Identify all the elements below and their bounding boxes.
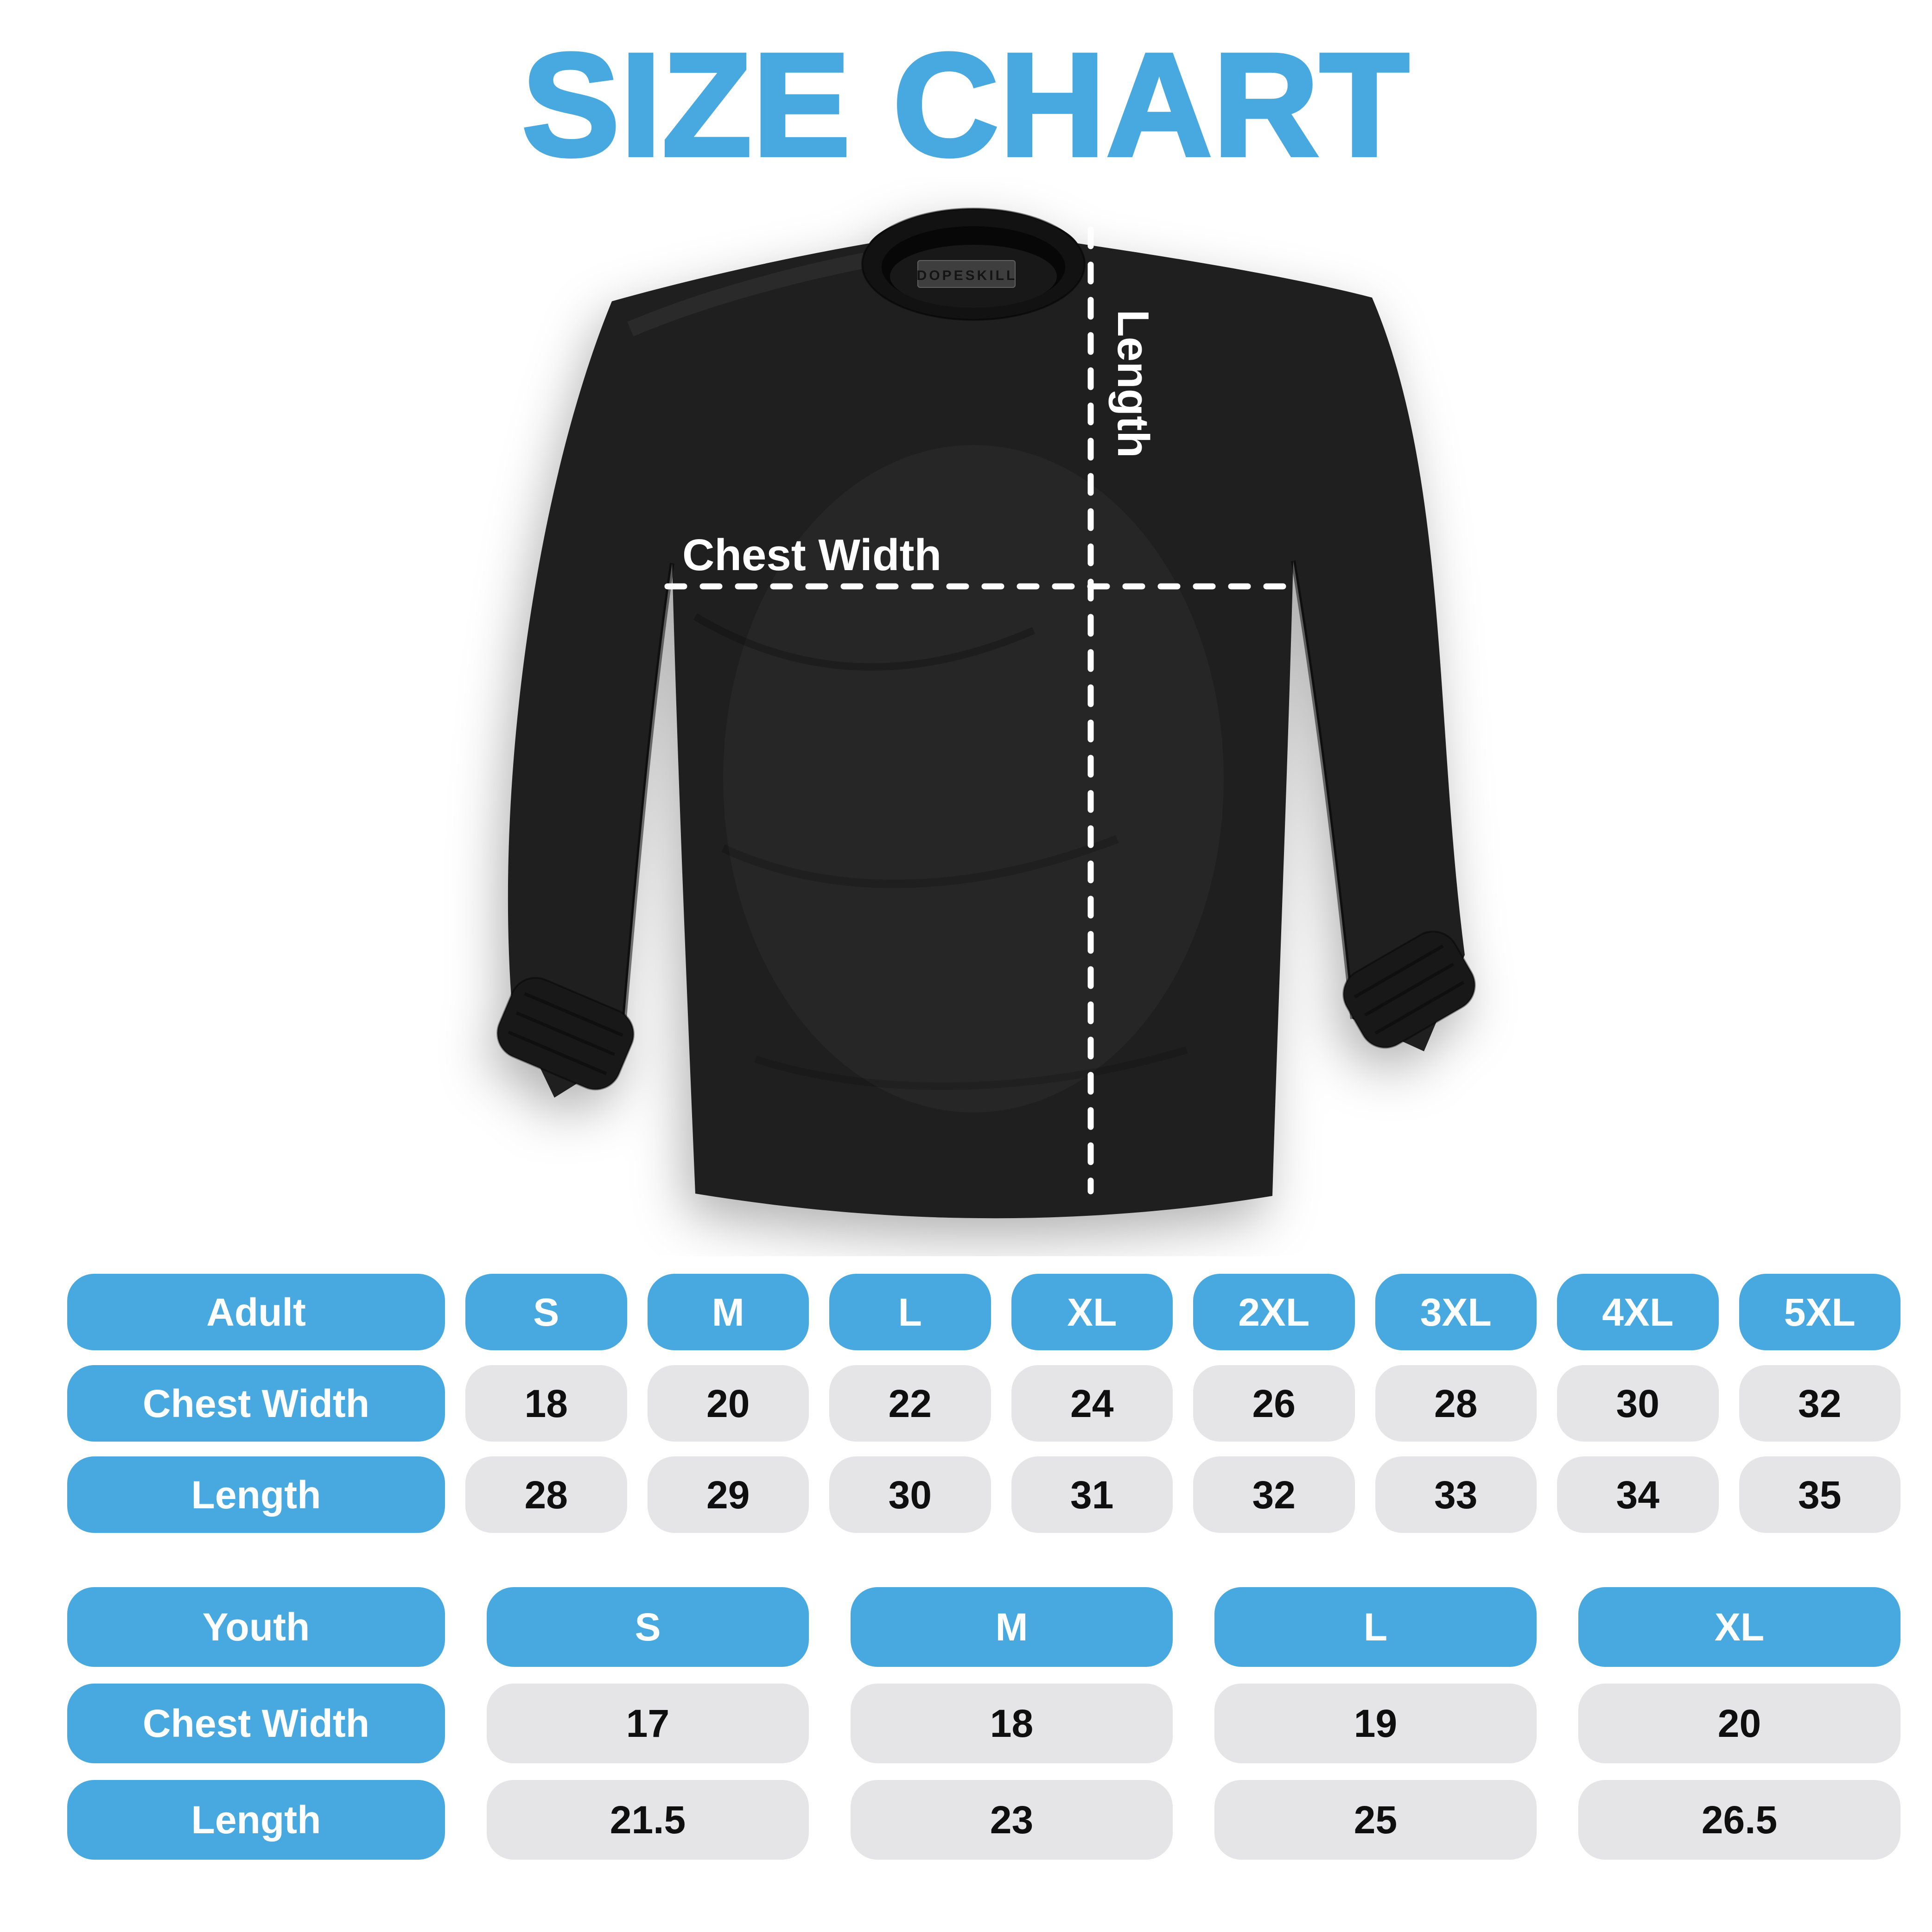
adult-size-header: 2XL (1193, 1274, 1355, 1350)
adult-cell-value: 31 (1011, 1456, 1173, 1533)
length-label: Length (1108, 310, 1158, 458)
adult-cell-value: 26 (1193, 1365, 1355, 1442)
youth-cell-value: 17 (487, 1684, 809, 1763)
youth-cell-value: 18 (851, 1684, 1173, 1763)
adult-cell-value: 28 (1375, 1365, 1537, 1442)
adult-row-label: Chest Width (67, 1365, 445, 1442)
youth-cell-value: 19 (1214, 1684, 1537, 1763)
adult-size-header: XL (1011, 1274, 1173, 1350)
adult-header-label: Adult (67, 1274, 445, 1350)
adult-size-header: L (829, 1274, 991, 1350)
shoulder-highlight (627, 253, 866, 337)
wrinkle (754, 1046, 1188, 1090)
adult-row-label: Length (67, 1456, 445, 1533)
adult-cell-value: 32 (1739, 1365, 1900, 1442)
adult-size-header: M (647, 1274, 809, 1350)
youth-size-header: L (1214, 1587, 1537, 1667)
adult-cell-value: 30 (829, 1456, 991, 1533)
youth-cell-value: 20 (1578, 1684, 1900, 1763)
page-title: SIZE CHART (520, 23, 1411, 186)
adult-size-header: 3XL (1375, 1274, 1537, 1350)
right-sleeve-seam (1291, 560, 1355, 1019)
adult-size-table: Adult S M L XL 2XL 3XL 4XL 5XL Chest Width 18 20 22 2… (67, 1274, 1900, 1533)
left-sleeve-seam (619, 563, 674, 1056)
youth-size-header: S (487, 1587, 809, 1667)
adult-size-header: S (465, 1274, 627, 1350)
youth-cell-value: 23 (851, 1780, 1173, 1860)
youth-size-header: XL (1578, 1587, 1900, 1667)
adult-cell-value: 24 (1011, 1365, 1173, 1442)
adult-cell-value: 34 (1557, 1456, 1719, 1533)
wrinkle (721, 835, 1119, 888)
adult-cell-value: 30 (1557, 1365, 1719, 1442)
adult-cell-value: 32 (1193, 1456, 1355, 1533)
youth-cell-value: 21.5 (487, 1780, 809, 1860)
youth-size-header: M (851, 1587, 1173, 1667)
chest-width-label: Chest Width (682, 530, 941, 580)
shirt-body (508, 212, 1465, 1219)
wrinkle (693, 613, 1036, 671)
shirt-illustration: DOPESKILL Chest Width Length (496, 208, 1476, 1219)
adult-cell-value: 20 (647, 1365, 809, 1442)
neck-brand-label: DOPESKILL (917, 260, 1017, 288)
adult-size-header: 4XL (1557, 1274, 1719, 1350)
youth-cell-value: 26.5 (1578, 1780, 1900, 1860)
right-cuff (1342, 930, 1476, 1049)
adult-cell-value: 33 (1375, 1456, 1537, 1533)
youth-cell-value: 25 (1214, 1780, 1537, 1860)
adult-cell-value: 18 (465, 1365, 627, 1442)
measurement-overlay: Chest Width Length (664, 226, 1296, 1195)
adult-size-header: 5XL (1739, 1274, 1900, 1350)
adult-cell-value: 28 (465, 1456, 627, 1533)
youth-row-label: Chest Width (67, 1684, 445, 1763)
youth-row-label: Length (67, 1780, 445, 1860)
long-sleeve-shirt-graphic: DOPESKILL (496, 208, 1476, 1219)
brand-label-text: DOPESKILL (917, 268, 1017, 283)
adult-cell-value: 35 (1739, 1456, 1900, 1533)
adult-cell-value: 29 (647, 1456, 809, 1533)
youth-size-table: Youth S M L XL Chest Width 17 18 19 20 Length 21.5 2… (67, 1587, 1900, 1860)
adult-cell-value: 22 (829, 1365, 991, 1442)
left-cuff (496, 977, 635, 1091)
shirt-diagram: DOPESKILL Chest Width Length (371, 176, 1557, 1256)
youth-header-label: Youth (67, 1587, 445, 1667)
